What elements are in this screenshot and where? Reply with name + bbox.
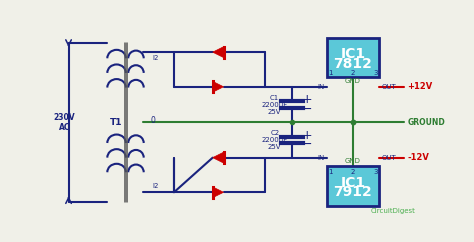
Text: 7812: 7812 [334,57,373,71]
Text: IN: IN [317,155,324,161]
Text: -12V: -12V [407,153,429,162]
Text: I2: I2 [152,183,158,189]
Text: IC1: IC1 [340,47,365,61]
Text: 1: 1 [328,70,333,76]
Text: +: + [301,93,312,106]
Text: 230V
AC: 230V AC [54,113,75,132]
Text: OUT: OUT [382,155,396,161]
Text: C2
2200μF
25V: C2 2200μF 25V [262,130,288,150]
Bar [327,166,379,206]
Text: IC1: IC1 [340,176,365,190]
Text: GROUND: GROUND [407,118,445,127]
Text: 2: 2 [351,70,355,76]
Text: 2: 2 [351,169,355,175]
Text: IN: IN [317,84,324,90]
Polygon shape [213,47,224,58]
Text: C1
2200μF
25V: C1 2200μF 25V [262,94,288,114]
Text: −: − [301,103,312,116]
Text: I2: I2 [152,55,158,61]
Polygon shape [213,152,224,163]
Text: +: + [301,129,312,142]
Bar [327,38,379,77]
Text: −: − [301,138,312,151]
Text: 0: 0 [151,116,155,125]
Text: 7912: 7912 [334,185,373,199]
Text: GND: GND [345,78,361,84]
Polygon shape [213,187,224,198]
Text: GND: GND [345,159,361,165]
Text: 3: 3 [373,169,378,175]
Text: 1: 1 [328,169,333,175]
Text: +12V: +12V [407,82,432,91]
Text: OUT: OUT [382,84,396,90]
Text: CircuitDigest: CircuitDigest [371,208,416,214]
Polygon shape [213,81,224,92]
Text: 3: 3 [373,70,378,76]
Text: T1: T1 [110,118,123,127]
